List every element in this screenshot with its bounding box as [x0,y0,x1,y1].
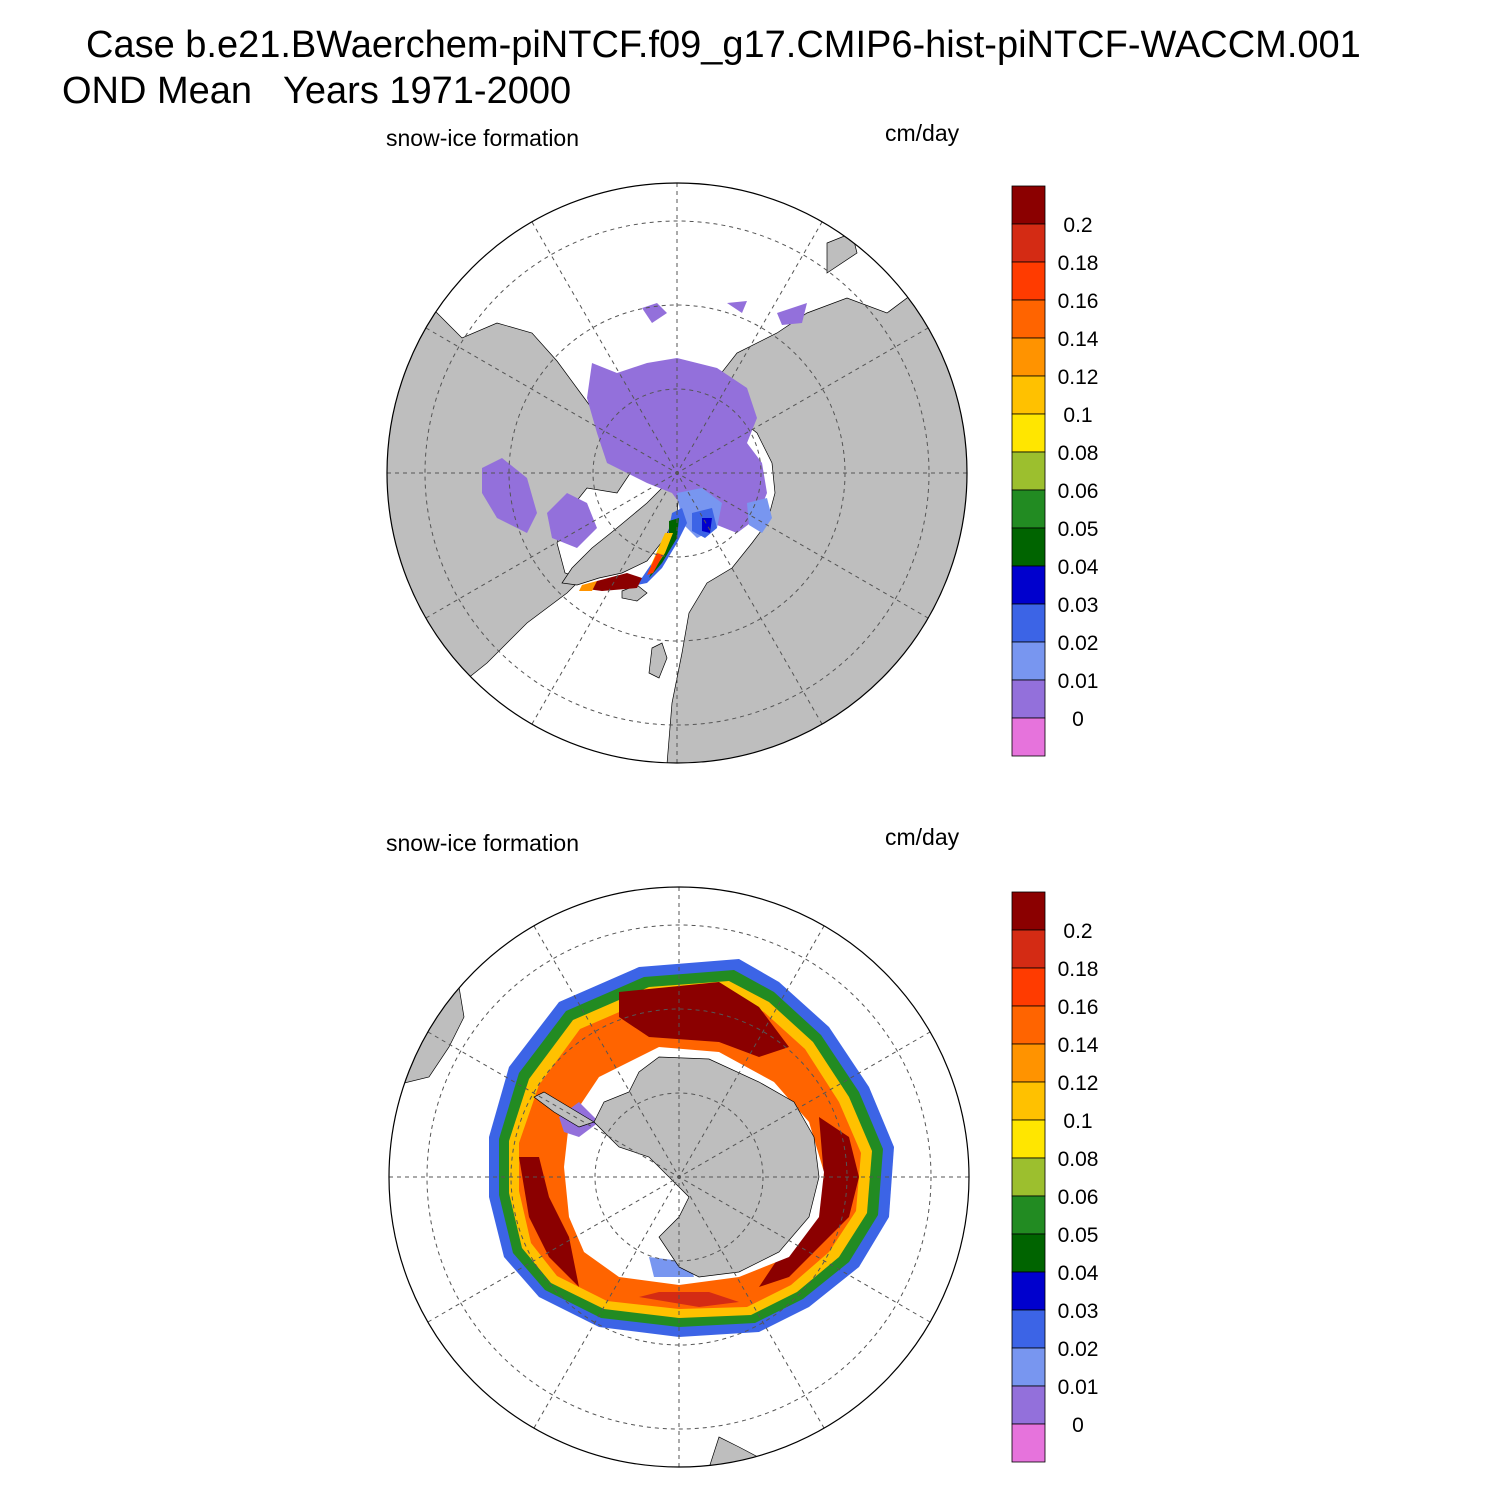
north-colorbar-tick-label: 0.04 [1058,556,1099,579]
north-colorbar-swatch [1011,337,1046,377]
north-colorbar-swatch [1011,413,1046,453]
south-colorbar-swatch [1011,1005,1046,1045]
north-colorbar-tick-label: 0.06 [1058,480,1099,503]
north-colorbar-tick-label: 0.18 [1058,252,1099,275]
north-colorbar-tick-label: 0.1 [1063,404,1092,427]
north-colorbar-swatch [1011,527,1046,567]
south-polar-map [388,886,970,1468]
south-colorbar-tick-label: 0.1 [1063,1110,1092,1133]
south-colorbar-swatch [1011,1347,1046,1387]
south-colorbar-tick-label: 0.08 [1058,1148,1099,1171]
south-colorbar-tick-label: 0.2 [1063,920,1092,943]
south-colorbar: 0.2 0.18 0.16 0.14 0.12 0.1 0.08 0.06 0.05 0.04 0.… [1011,891,1099,1463]
north-colorbar-tick-label: 0 [1072,708,1084,731]
north-colorbar-swatch [1011,451,1046,491]
south-colorbar-swatch [1011,1271,1046,1311]
north-panel-variable-label: snow-ice formation [386,125,580,151]
north-colorbar-swatch [1011,717,1046,757]
north-colorbar-tick-label: 0.16 [1058,290,1099,313]
north-colorbar-tick-label: 0.08 [1058,442,1099,465]
north-colorbar-swatch [1011,489,1046,529]
figure-title-line-2: OND Mean Years 1971-2000 [62,70,572,112]
north-colorbar-swatch [1011,641,1046,681]
south-colorbar-tick-label: 0.01 [1058,1376,1099,1399]
north-colorbar-swatch [1011,565,1046,605]
north-panel-units-label: cm/day [885,120,960,146]
north-colorbar-swatch [1011,223,1046,263]
north-colorbar-swatch [1011,679,1046,719]
south-colorbar-tick-label: 0.06 [1058,1186,1099,1209]
south-map-graticule [389,887,969,1467]
north-colorbar-tick-label: 0.12 [1058,366,1099,389]
north-colorbar: 0.2 0.18 0.16 0.14 0.12 0.1 0.08 0.06 0.05 0.04 0.… [1011,185,1099,757]
south-colorbar-swatch [1011,929,1046,969]
north-colorbar-tick-label: 0.02 [1058,632,1099,655]
south-colorbar-tick-label: 0.18 [1058,958,1099,981]
south-colorbar-tick-label: 0.03 [1058,1300,1099,1323]
south-colorbar-swatch [1011,1385,1046,1425]
south-colorbar-tick-label: 0.16 [1058,996,1099,1019]
south-colorbar-swatch [1011,1081,1046,1121]
north-polar-map [386,182,968,764]
south-colorbar-tick-label: 0.02 [1058,1338,1099,1361]
north-colorbar-swatch [1011,185,1046,225]
south-colorbar-tick-label: 0.14 [1058,1034,1099,1057]
north-colorbar-swatch [1011,603,1046,643]
south-colorbar-tick-label: 0.04 [1058,1262,1099,1285]
north-colorbar-swatch [1011,375,1046,415]
south-colorbar-swatch [1011,891,1046,931]
south-panel-variable-label: snow-ice formation [386,830,580,856]
north-colorbar-tick-label: 0.03 [1058,594,1099,617]
south-panel-units-label: cm/day [885,824,960,850]
north-colorbar-tick-label: 0.05 [1058,518,1099,541]
south-colorbar-tick-label: 0.05 [1058,1224,1099,1247]
south-colorbar-swatch [1011,1233,1046,1273]
north-colorbar-swatch [1011,261,1046,301]
north-colorbar-tick-label: 0.01 [1058,670,1099,693]
south-colorbar-swatch [1011,1309,1046,1349]
north-map-border [386,182,968,764]
south-colorbar-swatch [1011,1195,1046,1235]
north-colorbar-tick-label: 0.2 [1063,214,1092,237]
south-colorbar-swatch [1011,1043,1046,1083]
north-map-graticule [387,183,967,763]
figure-title-line-1: Case b.e21.BWaerchem-piNTCF.f09_g17.CMIP… [86,24,1361,66]
south-colorbar-swatch [1011,1119,1046,1159]
south-map-border [388,886,970,1468]
south-colorbar-tick-label: 0.12 [1058,1072,1099,1095]
south-colorbar-swatch [1011,1157,1046,1197]
north-colorbar-tick-label: 0.14 [1058,328,1099,351]
south-colorbar-swatch [1011,1423,1046,1463]
south-colorbar-swatch [1011,967,1046,1007]
north-colorbar-swatch [1011,299,1046,339]
south-colorbar-tick-label: 0 [1072,1414,1084,1437]
